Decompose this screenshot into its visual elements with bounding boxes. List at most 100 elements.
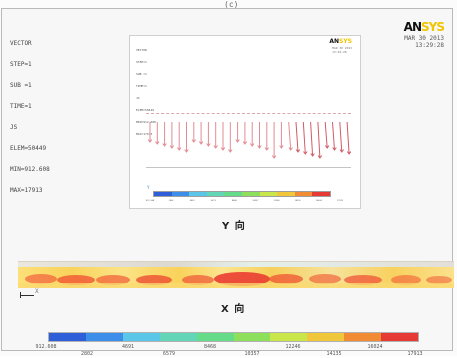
vector-arrow-field (146, 113, 351, 168)
main-date-line: 13:29:28 (415, 42, 444, 49)
vector-arrow (288, 121, 292, 151)
vector-arrow-head (332, 147, 337, 151)
beam-hotspot (269, 274, 303, 284)
vector-arrow-head (242, 141, 248, 145)
vector-arrow-head (310, 153, 315, 157)
inset-info-line: ELEM=50449 (136, 108, 155, 112)
main-info-line: JS (10, 124, 18, 131)
beam-hotspot (182, 275, 214, 285)
vector-arrow-head (184, 149, 189, 153)
vector-arrow-head (257, 145, 262, 149)
inset-scale-value: 2802 (168, 200, 174, 202)
inset-date-line: MAR 30 2013 (332, 46, 352, 50)
inset-scale-value: 4691 (189, 200, 195, 202)
vector-arrow-head (176, 147, 182, 151)
inset-scale-value: 6579 (210, 200, 216, 202)
vector-arrows-svg (147, 121, 351, 159)
inset-info-line: MAX=17913 (136, 132, 153, 136)
legend-value: 14135 (326, 351, 342, 357)
vector-arrow-head (220, 147, 226, 151)
vector-arrow-head (235, 139, 240, 143)
legend-value: 17913 (407, 351, 423, 357)
vector-arrow-head (147, 139, 153, 143)
beam-hotspot (57, 275, 95, 285)
inset-scale-swatch (259, 192, 278, 196)
inset-scale-value: 10357 (252, 200, 259, 202)
vector-arrow-head (213, 145, 218, 149)
vector-arrow (317, 121, 321, 159)
vector-arrow-head (249, 143, 255, 147)
vector-arrow (302, 121, 306, 155)
inset-info-line: JS (136, 96, 140, 100)
inset-info-line: MIN=912.608 (136, 120, 156, 124)
legend-value: 2802 (80, 351, 94, 357)
inset-axis-label: Y (147, 185, 150, 190)
legend-value: 12246 (285, 344, 301, 350)
inset-scale-value: 8468 (231, 200, 237, 202)
legend-value: 6579 (162, 351, 176, 357)
inset-scale-swatch (154, 192, 172, 196)
legend-swatch (233, 333, 271, 341)
vector-arrow-head (324, 145, 330, 149)
vector-arrow-head (198, 141, 204, 145)
inset-scale-values: 912.608 2802 4691 6579 8468 10357 12246 … (146, 200, 343, 206)
inset-info-line: VECTOR (136, 48, 147, 52)
inset-logo-main: AN (329, 38, 339, 45)
main-info-line: ELEM=50449 (10, 145, 47, 152)
inset-date: MAR 30 2013 13:29:28 (332, 46, 352, 54)
vector-arrow (310, 121, 314, 157)
vector-arrow-head (339, 149, 345, 153)
main-info-line: SUB =1 (10, 82, 32, 89)
x-direction-beam-plot (18, 261, 454, 288)
legend-swatch (381, 333, 419, 341)
legend-value: 10357 (244, 351, 260, 357)
header-fragment: (c) (224, 0, 239, 9)
vector-arrow-head (346, 151, 351, 155)
vector-arrow (324, 121, 328, 149)
vector-arrow-head (288, 147, 293, 151)
main-info-line: MIN=912.608 (10, 166, 50, 173)
vector-arrow (339, 121, 343, 153)
beam-hotspot (96, 275, 130, 285)
inset-scale-swatch (206, 192, 225, 196)
beam-hotspot (309, 274, 341, 284)
legend-swatch (344, 333, 382, 341)
inset-scale-swatch (171, 192, 190, 196)
legend-swatch (122, 333, 160, 341)
vector-arrow-head (295, 149, 301, 153)
legend-swatch (196, 333, 234, 341)
beam-hotspot (136, 275, 172, 285)
vector-arrow (332, 121, 335, 151)
inset-scale-swatch (224, 192, 242, 196)
main-logo-accent: SYS (421, 20, 445, 34)
analysis-frame: VECTOR STEP=1 SUB =1 TIME=1 JS ELEM=5044… (1, 8, 454, 357)
vector-arrow-head (169, 145, 175, 149)
legend-swatch (49, 333, 86, 341)
legend-value: 8468 (203, 344, 217, 350)
inset-logo: ANSYS (329, 38, 352, 45)
main-logo-main: AN (403, 20, 422, 34)
vector-arrow-head (303, 151, 308, 155)
legend-value: 4691 (121, 344, 135, 350)
inset-info-line: TIME=1 (136, 84, 147, 88)
y-vector-plot-inset: VECTOR STEP=1 SUB =1 TIME=1 JS ELEM=5044… (129, 35, 361, 209)
inset-date-line: 13:29:28 (332, 50, 347, 54)
inset-scale-value: 14135 (294, 200, 301, 202)
inset-scale-swatch (241, 192, 260, 196)
beam-hotspot (426, 276, 452, 284)
inset-logo-accent: SYS (339, 38, 352, 45)
vector-arrow (295, 121, 299, 153)
vector-arrow-head (206, 143, 211, 147)
vector-arrow-head (317, 155, 323, 159)
coordinate-axis-icon (19, 292, 37, 300)
main-date-line: MAR 30 2013 (404, 35, 444, 42)
legend-swatch (307, 333, 345, 341)
legend-value: 16024 (367, 344, 383, 350)
inset-scale-swatch (277, 192, 295, 196)
inset-scale-value: 12246 (273, 200, 280, 202)
beam-bottom-band (18, 283, 454, 288)
main-date: MAR 30 2013 13:29:28 (404, 35, 444, 49)
legend-swatch (270, 333, 308, 341)
vector-arrow-head (155, 141, 160, 145)
vector-arrow-head (264, 147, 270, 151)
